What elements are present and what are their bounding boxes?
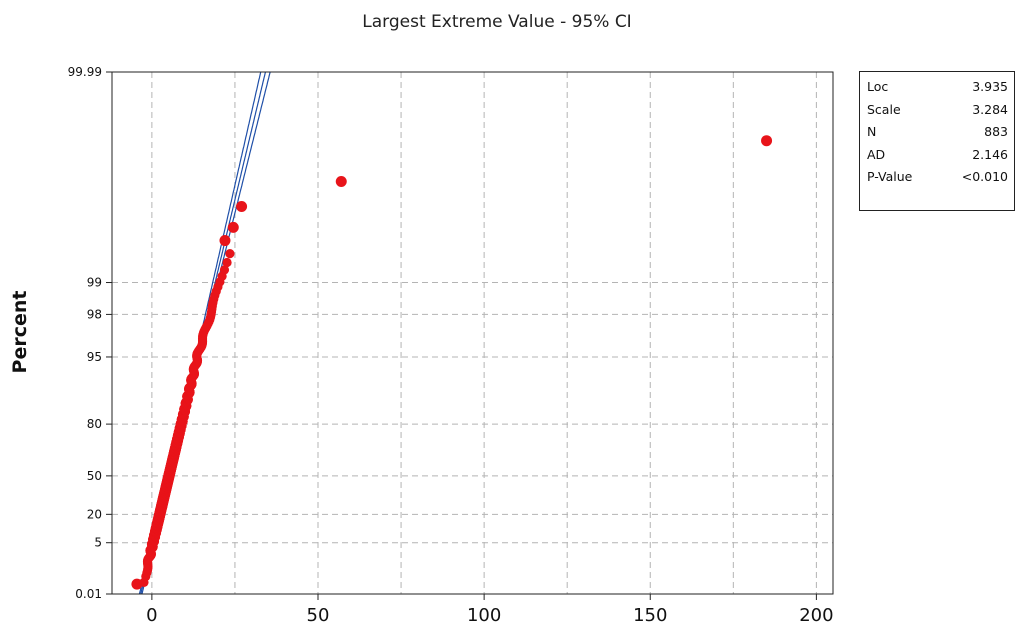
x-tick-label: 200 bbox=[799, 605, 833, 626]
stat-row: P-Value <0.010 bbox=[867, 166, 1008, 189]
x-tick-label: 0 bbox=[146, 605, 157, 626]
plot-area bbox=[111, 71, 834, 595]
stat-label: Loc bbox=[867, 79, 889, 94]
x-tick-label: 150 bbox=[633, 605, 667, 626]
stat-value: 3.284 bbox=[972, 101, 1008, 117]
y-tick-label: 99.99 bbox=[68, 65, 102, 79]
y-tick-label: 98 bbox=[87, 307, 102, 321]
stat-row: Scale 3.284 bbox=[867, 99, 1008, 122]
statistics-table: Loc 3.935 Scale 3.284 N 883 AD 2.146 P-Value <0.0… bbox=[859, 71, 1015, 211]
y-tick-label: 0.01 bbox=[75, 587, 102, 601]
stat-label: Scale bbox=[867, 101, 901, 117]
y-axis-label: Percent bbox=[9, 291, 31, 374]
data-point-outlier bbox=[761, 135, 773, 147]
stat-value: 2.146 bbox=[972, 146, 1008, 162]
data-point-outlier bbox=[219, 235, 231, 247]
stat-value: 883 bbox=[984, 124, 1008, 139]
data-point-outlier bbox=[236, 201, 248, 213]
data-point bbox=[219, 265, 230, 275]
stat-label: N bbox=[867, 124, 877, 139]
stat-row: N 883 bbox=[867, 121, 1008, 144]
y-tick-label: 5 bbox=[94, 536, 102, 550]
y-tick-label: 50 bbox=[87, 469, 102, 483]
data-point bbox=[225, 249, 235, 259]
x-axis-ticks: 0 50 100 150 200 bbox=[146, 594, 834, 626]
x-tick-label: 50 bbox=[307, 605, 330, 626]
y-tick-label: 99 bbox=[87, 276, 102, 290]
data-point-outlier bbox=[227, 221, 239, 233]
stat-row: AD 2.146 bbox=[867, 144, 1008, 167]
stat-row: Loc 3.935 bbox=[867, 76, 1008, 99]
chart-title: Largest Extreme Value - 95% CI bbox=[362, 12, 631, 32]
data-points bbox=[131, 135, 773, 590]
y-axis-ticks: 0.01 5 20 50 80 95 98 99 99.99 bbox=[68, 65, 112, 601]
y-tick-label: 95 bbox=[87, 350, 102, 364]
data-point bbox=[222, 257, 232, 268]
grid-lines bbox=[112, 72, 833, 594]
stat-label: AD bbox=[867, 146, 886, 162]
y-tick-label: 80 bbox=[87, 417, 102, 431]
data-point-outlier bbox=[335, 176, 347, 188]
stat-label: P-Value bbox=[867, 169, 913, 184]
x-tick-label: 100 bbox=[467, 605, 501, 626]
stat-value: <0.010 bbox=[961, 169, 1008, 184]
stat-value: 3.935 bbox=[972, 79, 1008, 94]
y-tick-label: 20 bbox=[87, 507, 102, 521]
data-point-outlier bbox=[131, 578, 143, 590]
